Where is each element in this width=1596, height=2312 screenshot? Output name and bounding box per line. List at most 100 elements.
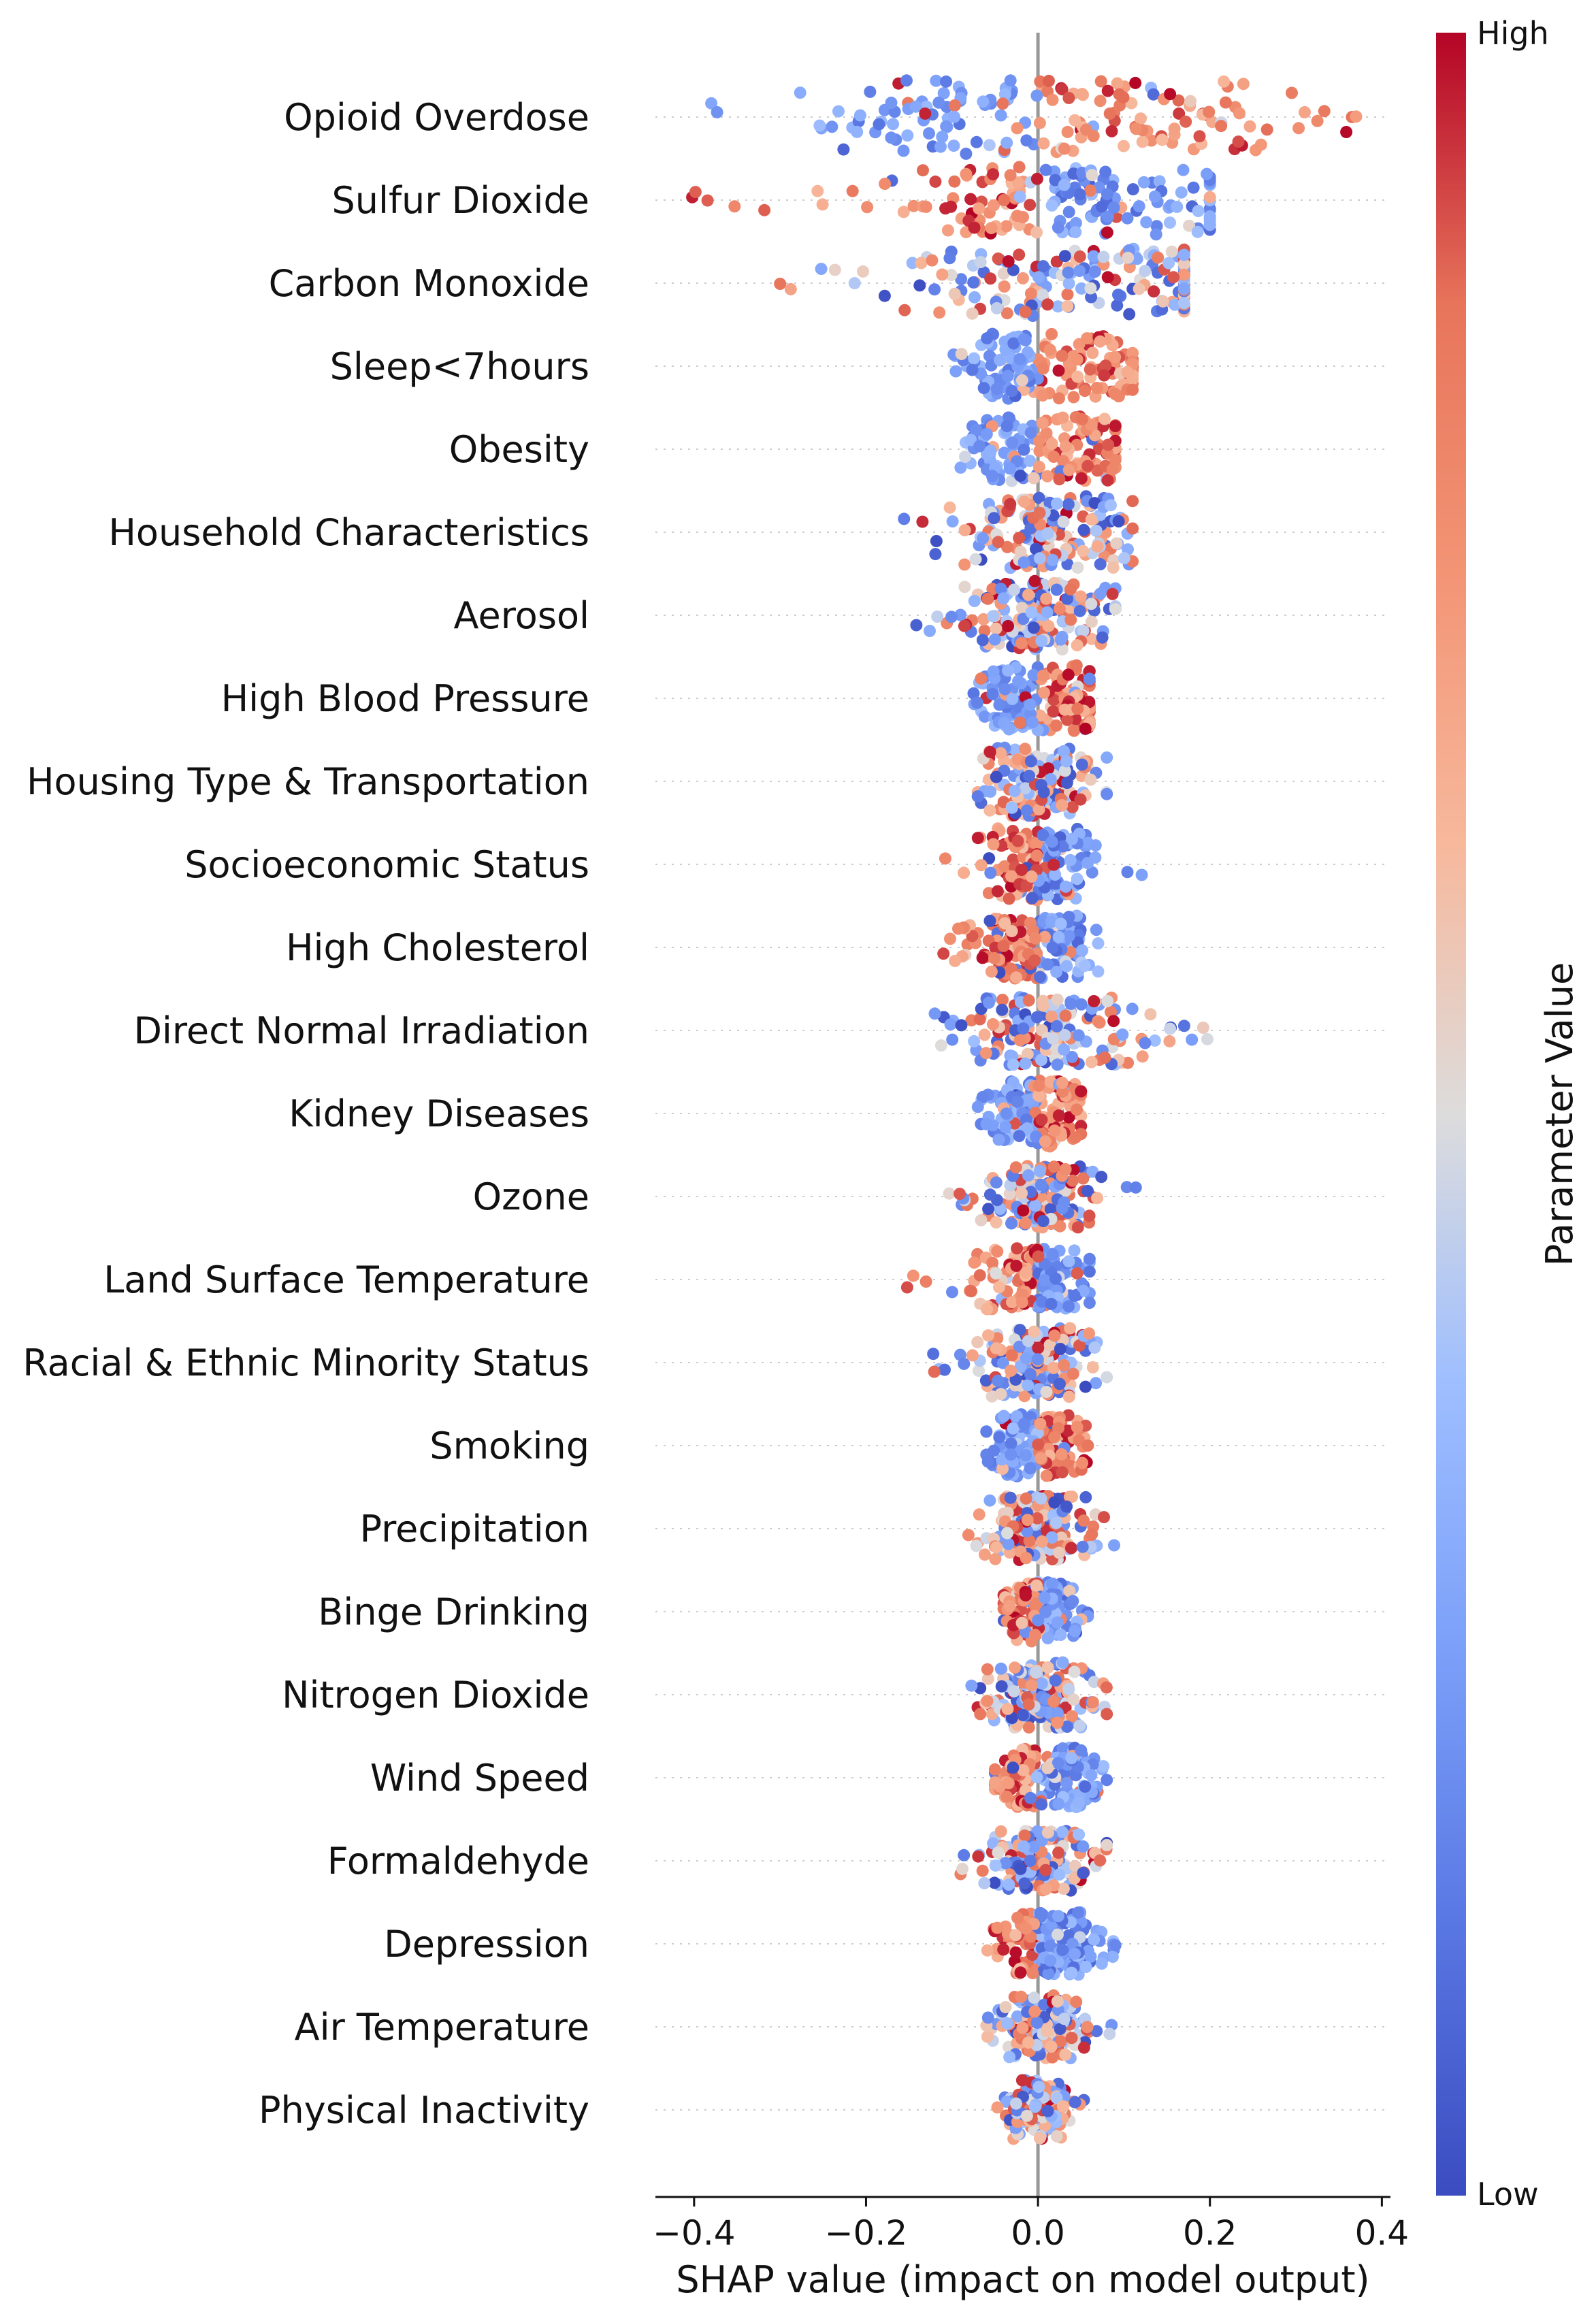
shap-point — [1030, 89, 1043, 102]
shap-point — [943, 252, 956, 265]
shap-point — [1068, 1289, 1081, 1302]
shap-point — [1017, 495, 1030, 508]
shap-point — [946, 515, 959, 528]
shap-point — [1090, 1377, 1103, 1390]
shap-point — [1106, 1951, 1119, 1963]
shap-point — [972, 1850, 985, 1863]
shap-point — [1073, 1434, 1086, 1447]
shap-point — [1052, 1928, 1064, 1941]
shap-point — [1081, 1439, 1094, 1452]
shap-point — [1110, 537, 1123, 550]
shap-point — [966, 930, 979, 943]
shap-point — [1075, 1085, 1088, 1098]
shap-point — [1085, 513, 1098, 526]
shap-point — [1045, 1531, 1058, 1544]
shap-point — [1056, 1202, 1069, 1215]
shap-point — [1069, 1625, 1081, 1638]
feature-labels: Opioid Overdose Sulfur Dioxide Carbon Mono… — [22, 96, 589, 2132]
shap-point — [988, 1444, 1000, 1457]
shap-point — [1147, 285, 1160, 298]
shap-point — [1085, 615, 1098, 628]
shap-point — [970, 423, 983, 436]
shap-point — [1032, 1250, 1045, 1263]
shap-point — [993, 698, 1006, 711]
shap-point — [955, 348, 968, 361]
shap-point — [986, 470, 998, 483]
shap-point — [1098, 1052, 1111, 1064]
shap-point — [1071, 1267, 1084, 1280]
shap-point — [990, 302, 1003, 314]
shap-point — [945, 200, 958, 213]
shap-point — [1070, 659, 1083, 672]
shap-point — [1002, 664, 1014, 677]
feature-label: Socioeconomic Status — [184, 843, 589, 886]
shap-point — [1049, 1674, 1062, 1687]
shap-point — [1000, 307, 1013, 320]
shap-point — [1050, 583, 1063, 596]
shap-point — [1164, 1022, 1177, 1035]
shap-point — [1057, 515, 1070, 528]
shap-point — [1006, 436, 1019, 449]
shap-point — [1037, 999, 1049, 1012]
shap-point — [1103, 2028, 1116, 2040]
shap-point — [978, 1028, 991, 1041]
shap-point — [937, 947, 950, 960]
shap-point — [1070, 1996, 1083, 2008]
shap-point — [1046, 93, 1059, 106]
shap-point — [981, 592, 994, 605]
shap-point — [1045, 835, 1058, 848]
shap-point — [984, 272, 997, 285]
shap-point — [1024, 287, 1037, 300]
shap-point — [1094, 1854, 1107, 1867]
shap-point — [999, 1857, 1012, 1870]
shap-point — [1079, 1961, 1092, 1973]
shap-point — [1051, 1616, 1064, 1629]
shap-point — [1014, 545, 1027, 558]
shap-point — [988, 951, 1000, 964]
shap-point — [1139, 1037, 1152, 1049]
shap-point — [959, 451, 971, 463]
shap-point — [1062, 1255, 1075, 1268]
shap-point — [1011, 122, 1024, 135]
shap-point — [1017, 613, 1030, 625]
shap-point — [1094, 558, 1107, 570]
shap-point — [1019, 743, 1032, 755]
shap-point — [990, 382, 1003, 395]
shap-point — [1056, 2100, 1069, 2113]
shap-point — [832, 105, 845, 118]
shap-point — [1028, 2100, 1041, 2113]
shap-point — [992, 253, 1005, 265]
shap-point — [1024, 1368, 1037, 1381]
shap-point — [1077, 1840, 1090, 1853]
shap-point — [1051, 1058, 1064, 1071]
shap-point — [1035, 634, 1048, 647]
shap-point — [1020, 1492, 1032, 1505]
shap-point — [1107, 1015, 1120, 1028]
shap-point — [1112, 289, 1124, 302]
shap-point — [915, 257, 928, 270]
shap-point — [1066, 1491, 1079, 1503]
shap-point — [1019, 782, 1032, 795]
shap-point — [1045, 1010, 1058, 1023]
feature-label: High Cholesterol — [286, 926, 589, 969]
shap-point — [1006, 801, 1018, 814]
feature-label: Wind Speed — [370, 1757, 589, 1800]
shap-point — [1192, 205, 1205, 217]
shap-point — [1047, 1695, 1060, 1708]
shap-point — [1052, 364, 1065, 377]
shap-point — [873, 118, 885, 131]
shap-point — [964, 434, 977, 446]
shap-point — [1047, 705, 1060, 718]
shap-point — [997, 1410, 1010, 1422]
shap-point — [937, 87, 950, 99]
shap-point — [1076, 1456, 1089, 1469]
shap-point — [1027, 621, 1040, 634]
shap-point — [1075, 998, 1088, 1011]
shap-point — [1148, 1034, 1161, 1047]
shap-point — [1034, 971, 1047, 983]
shap-point — [1085, 632, 1098, 645]
shap-point — [1013, 1324, 1026, 1337]
shap-point — [1076, 1540, 1089, 1553]
shap-point — [1061, 592, 1073, 605]
shap-point — [1017, 1840, 1030, 1853]
